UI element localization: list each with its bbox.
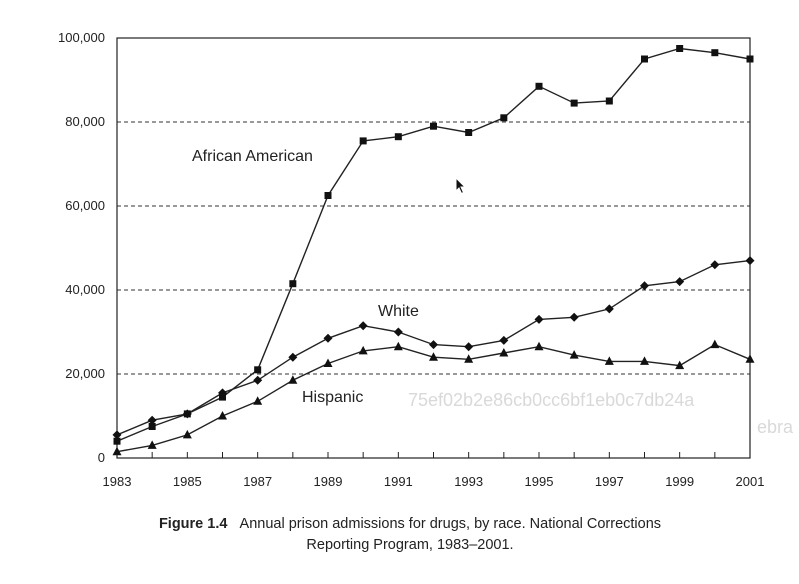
data-point-white — [393, 327, 403, 337]
x-tick-label: 2001 — [736, 474, 765, 489]
data-point-hispanic — [710, 339, 720, 349]
data-point-african-american — [465, 129, 473, 136]
y-tick-label: 0 — [98, 450, 105, 465]
data-point-african-american — [570, 99, 578, 107]
series-markers — [112, 45, 755, 456]
series-label-african-american: African American — [192, 148, 313, 165]
x-tick-label: 1993 — [454, 474, 483, 489]
data-point-hispanic — [429, 352, 438, 361]
data-point-hispanic — [288, 375, 298, 384]
x-tick-label: 1991 — [384, 474, 413, 489]
data-point-white — [710, 260, 720, 270]
series-label-hispanic: Hispanic — [302, 389, 363, 406]
y-axis-ticks: 0 20,000 40,000 60,000 80,000 100,000 — [58, 30, 105, 465]
data-point-hispanic — [640, 356, 649, 365]
data-point-white — [112, 430, 122, 440]
data-point-white — [569, 312, 579, 322]
x-tick-label: 1989 — [314, 474, 343, 489]
data-point-hispanic — [358, 345, 368, 355]
y-tick-label: 80,000 — [65, 114, 105, 129]
data-point-african-american — [359, 137, 367, 145]
y-tick-label: 100,000 — [58, 30, 105, 45]
caption-line-1: Figure 1.4 Annual prison admissions for … — [60, 514, 760, 535]
data-point-white — [640, 281, 649, 291]
series-label-white: White — [378, 303, 419, 320]
watermark-line-1: 75ef02b2e86cb0cc6bf1eb0c7db24a — [408, 390, 695, 410]
data-point-hispanic — [218, 411, 227, 420]
data-point-african-american — [148, 423, 156, 430]
data-point-african-american — [746, 55, 754, 63]
data-point-african-american — [500, 114, 508, 122]
caption-text-2: Reporting Program, 1983–2001. — [306, 537, 514, 553]
data-point-white — [499, 335, 509, 345]
x-tick-label: 1997 — [595, 474, 624, 489]
x-tick-label: 1995 — [525, 474, 554, 489]
x-axis-ticks: 1983 1985 1987 1989 1991 1993 1995 1997 1999 2001 — [103, 452, 765, 489]
data-point-african-american — [430, 122, 437, 130]
mouse-pointer-icon — [455, 177, 467, 195]
figure-caption: Figure 1.4 Annual prison admissions for … — [60, 514, 760, 556]
data-point-african-american — [605, 97, 613, 105]
data-point-african-american — [711, 49, 719, 57]
data-point-white — [429, 340, 438, 350]
data-point-african-american — [324, 192, 332, 199]
data-point-white — [358, 321, 368, 331]
data-point-white — [182, 409, 192, 419]
data-point-hispanic — [147, 440, 157, 449]
data-point-hispanic — [569, 350, 579, 359]
y-tick-label: 60,000 — [65, 198, 105, 213]
data-point-african-american — [641, 55, 648, 63]
data-point-white — [745, 256, 755, 266]
y-tick-label: 40,000 — [65, 282, 105, 297]
data-point-african-american — [113, 437, 121, 445]
data-point-white — [464, 342, 474, 352]
x-tick-label: 1985 — [173, 474, 202, 489]
data-point-african-american — [289, 280, 297, 288]
data-point-hispanic — [253, 396, 263, 405]
data-point-white — [534, 314, 544, 324]
watermark: 75ef02b2e86cb0cc6bf1eb0c7db24a ebra — [408, 390, 794, 437]
x-tick-label: 1987 — [243, 474, 272, 489]
data-point-white — [604, 304, 614, 314]
y-tick-label: 20,000 — [65, 366, 105, 381]
x-tick-label: 1999 — [665, 474, 694, 489]
watermark-line-2: ebra — [757, 417, 794, 437]
data-point-african-american — [535, 82, 543, 90]
data-point-african-american — [254, 366, 262, 374]
data-point-african-american — [394, 133, 402, 141]
data-point-white — [253, 375, 263, 385]
data-point-hispanic — [499, 348, 509, 357]
data-point-white — [147, 415, 157, 425]
data-point-hispanic — [745, 354, 755, 363]
data-point-white — [288, 352, 298, 362]
data-point-hispanic — [464, 354, 474, 363]
figure-label: Figure 1.4 — [158, 516, 228, 532]
caption-text-1: Annual prison admissions for drugs, by r… — [239, 516, 662, 532]
data-point-hispanic — [675, 360, 685, 370]
x-tick-label: 1983 — [103, 474, 132, 489]
data-point-african-american — [676, 45, 684, 52]
series-line-african-american — [116, 47, 751, 442]
data-point-hispanic — [393, 341, 403, 351]
data-point-hispanic — [323, 358, 333, 367]
data-point-white — [218, 388, 227, 398]
data-point-hispanic — [182, 429, 192, 439]
data-point-hispanic — [112, 446, 122, 456]
data-point-hispanic — [604, 356, 614, 365]
series-labels: African American White Hispanic — [192, 148, 419, 406]
data-point-white — [323, 333, 333, 343]
data-point-white — [675, 277, 685, 287]
data-point-hispanic — [534, 341, 544, 351]
